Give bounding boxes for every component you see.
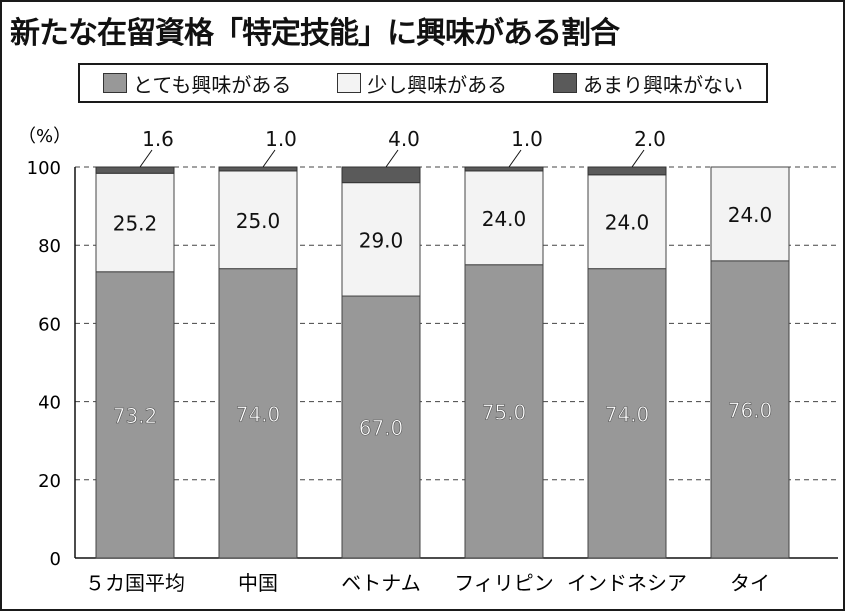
bar-segment-1-2 [341, 182, 421, 297]
chart-title: 新たな在留資格「特定技能」に興味がある割合 [10, 16, 620, 51]
data-label-1-1: 25.0 [236, 209, 281, 233]
data-label-0-3: 75.0 [482, 400, 527, 424]
bar-segment-1-0 [95, 172, 175, 273]
bar-segment-0-4 [587, 268, 667, 559]
bar-segment-2-1 [218, 166, 298, 172]
legend-swatch-somewhat-interested [337, 73, 362, 93]
y-tick-label-0: 0 [50, 549, 61, 570]
y-axis-unit-label: （%） [18, 126, 71, 147]
leader-line-4 [631, 149, 645, 168]
bar-segment-0-1 [218, 268, 298, 559]
data-label-2-3: 1.0 [511, 127, 543, 151]
bar-segment-0-0 [95, 271, 175, 559]
x-tick-label-0: ５カ国平均 [85, 571, 185, 595]
y-tick-label-40: 40 [38, 393, 61, 414]
bar-segment-2-2 [341, 166, 421, 184]
bar-segment-0-2 [341, 295, 421, 559]
data-label-1-2: 29.0 [359, 228, 404, 252]
data-label-0-0: 73.2 [113, 404, 158, 428]
data-label-0-1: 74.0 [236, 402, 281, 426]
x-tick-label-4: インドネシア [567, 571, 687, 595]
data-label-2-2: 4.0 [388, 127, 420, 151]
legend-label-somewhat-interested: 少し興味がある [367, 72, 508, 97]
bar-segment-0-3 [464, 264, 544, 559]
bar-segment-1-5 [710, 166, 790, 262]
legend-swatch-very-interested [102, 73, 127, 93]
legend-item-very-interested: とても興味がある [102, 69, 292, 98]
data-label-2-1: 1.0 [265, 127, 297, 151]
legend-item-not-very-interested: あまり興味がない [553, 69, 743, 98]
x-tick-label-2: ベトナム [341, 571, 420, 595]
legend-label-not-very-interested: あまり興味がない [583, 72, 744, 97]
x-tick-label-1: 中国 [238, 571, 278, 595]
legend-item-somewhat-interested: 少し興味がある [337, 69, 507, 98]
data-label-1-3: 24.0 [482, 207, 527, 231]
x-tick-label-5: タイ [730, 571, 770, 595]
bar-segment-0-5 [710, 260, 790, 559]
bar-segment-2-3 [464, 166, 544, 172]
y-tick-label-20: 20 [38, 471, 61, 492]
data-label-0-5: 76.0 [728, 398, 773, 422]
data-label-2-4: 2.0 [634, 127, 666, 151]
legend-swatch-not-very-interested [553, 73, 578, 93]
leader-line-1 [262, 149, 276, 168]
y-tick-label-60: 60 [38, 314, 61, 335]
data-label-1-0: 25.2 [113, 212, 158, 236]
data-label-0-2: 67.0 [359, 416, 404, 440]
data-label-2-0: 1.6 [142, 127, 174, 151]
leader-line-0 [139, 149, 153, 168]
legend: とても興味がある 少し興味がある あまり興味がない [78, 63, 768, 103]
bar-segment-2-0 [95, 166, 175, 174]
x-tick-label-3: フィリピン [454, 571, 554, 595]
leader-line-2 [385, 149, 399, 168]
bar-segment-1-3 [464, 170, 544, 266]
bar-segment-1-1 [218, 170, 298, 270]
bar-segment-2-4 [587, 166, 667, 176]
y-tick-label-80: 80 [38, 236, 61, 257]
data-label-1-5: 24.0 [728, 203, 773, 227]
data-label-1-4: 24.0 [605, 211, 650, 235]
bar-segment-1-4 [587, 174, 667, 270]
y-tick-label-100: 100 [27, 158, 61, 179]
legend-label-very-interested: とても興味がある [132, 72, 292, 97]
leader-line-3 [508, 149, 522, 168]
data-label-0-4: 74.0 [605, 402, 650, 426]
